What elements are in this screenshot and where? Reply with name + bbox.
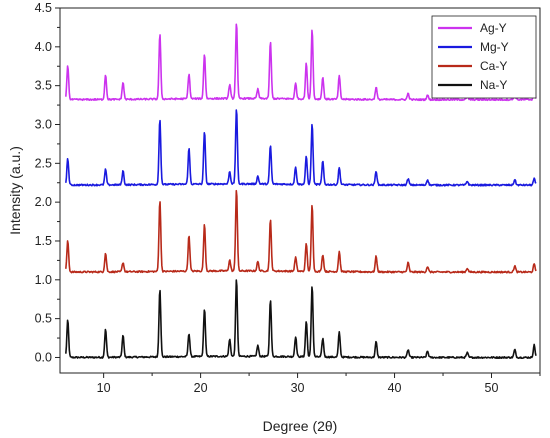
y-tick-label: 2.5	[35, 156, 52, 170]
y-tick-label: 4.0	[35, 40, 52, 54]
x-tick-label: 40	[388, 381, 402, 395]
legend-label: Ag-Y	[480, 21, 507, 35]
legend-box	[431, 15, 537, 99]
series-line-ag-y	[65, 23, 537, 102]
legend-label: Ca-Y	[480, 59, 507, 73]
y-tick-label: 3.0	[35, 117, 52, 131]
x-axis-title: Degree (2θ)	[263, 418, 338, 434]
legend: Ag-Y Mg-Y Ca-Y Na-Y	[431, 15, 537, 99]
series-line-mg-y	[65, 109, 537, 187]
x-axis: 10 20 30 40 50	[97, 373, 541, 395]
x-tick-label: 50	[485, 381, 499, 395]
x-tick-label: 20	[194, 381, 208, 395]
legend-label: Mg-Y	[480, 40, 509, 54]
y-tick-label: 0.0	[35, 350, 52, 364]
plot-frame	[59, 7, 541, 374]
series-line-ca-y	[65, 189, 537, 274]
series-layer	[65, 23, 537, 360]
y-tick-label: 3.5	[35, 79, 52, 93]
series-line-na-y	[65, 279, 537, 360]
y-tick-label: 4.5	[35, 1, 52, 15]
y-axis-title: Intensity (a.u.)	[7, 146, 23, 235]
legend-label: Na-Y	[480, 78, 507, 92]
y-axis: 0.0 0.5 1.0 1.5 2.0 2.5 3.0 3.5 4.0 4.5	[35, 1, 60, 364]
y-tick-label: 2.0	[35, 195, 52, 209]
y-tick-label: 1.0	[35, 273, 52, 287]
x-tick-label: 30	[291, 381, 305, 395]
y-tick-label: 0.5	[35, 312, 52, 326]
y-tick-label: 1.5	[35, 234, 52, 248]
x-tick-label: 10	[97, 381, 111, 395]
